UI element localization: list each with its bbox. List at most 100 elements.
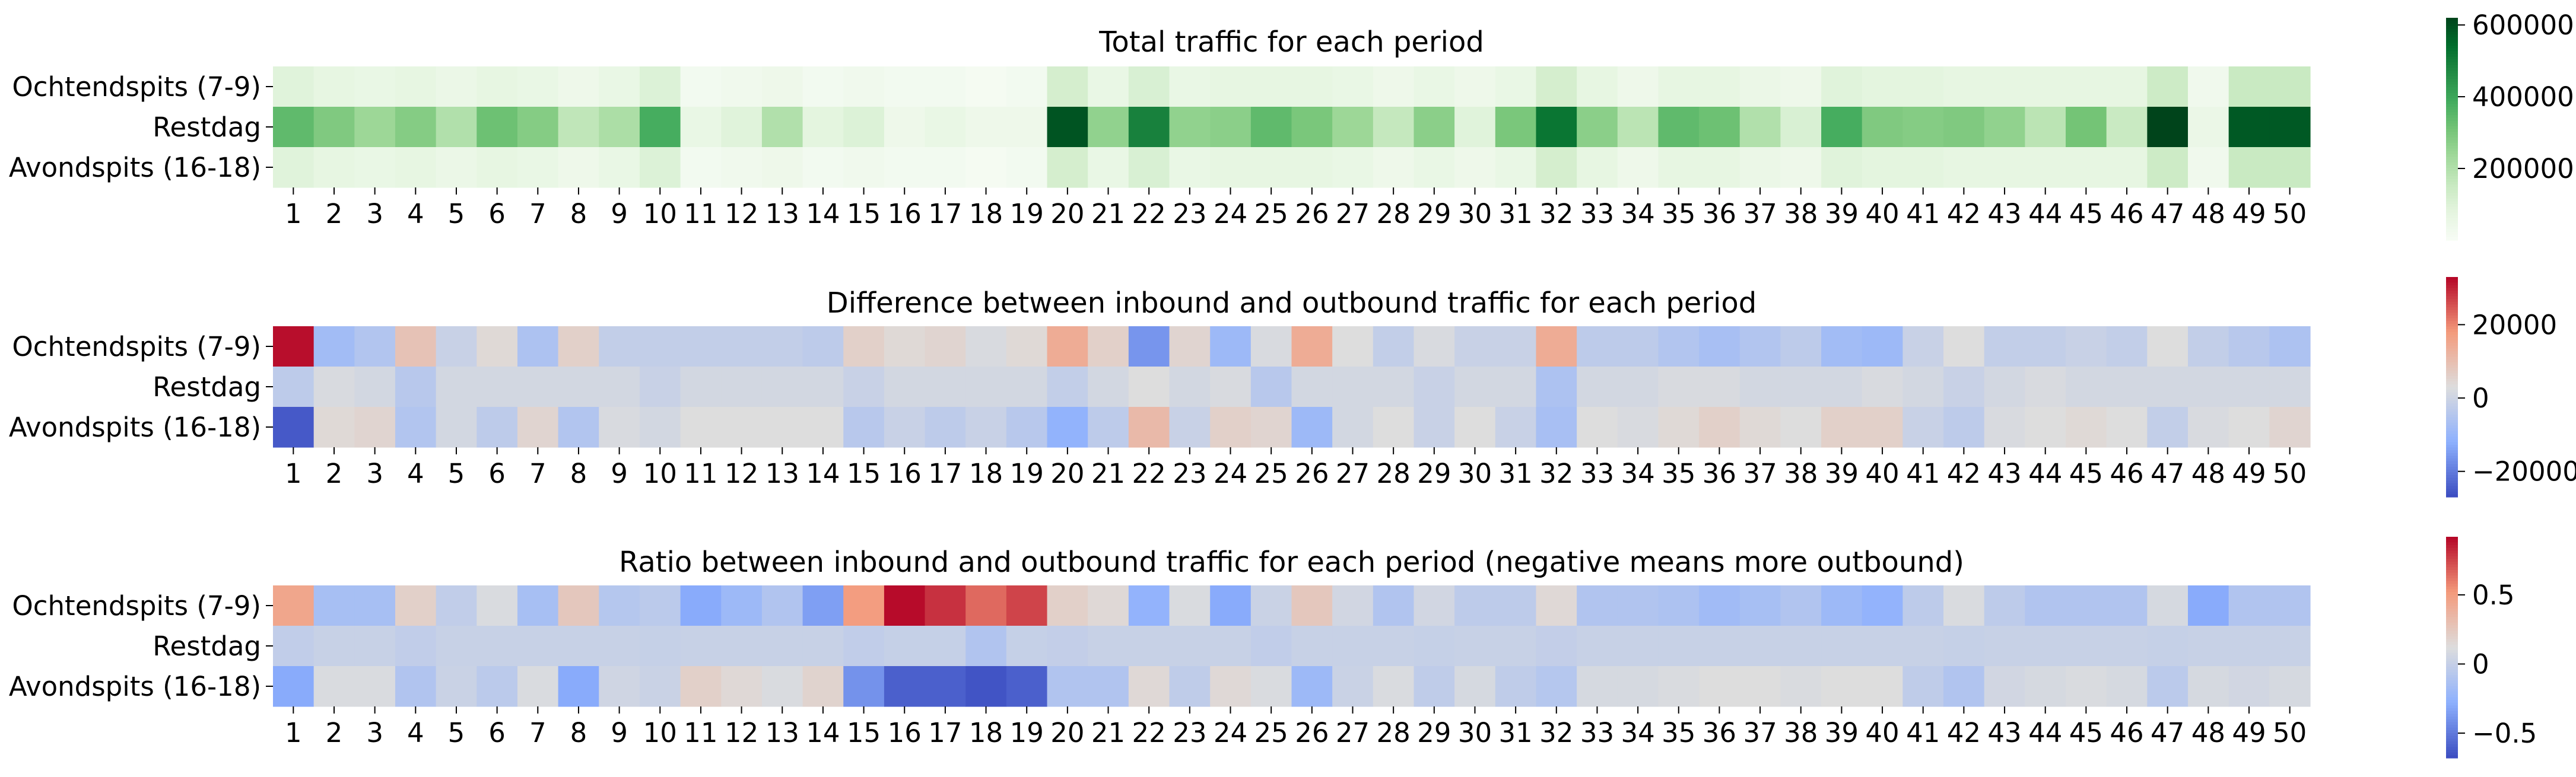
colorbar-segment xyxy=(2446,332,2458,335)
colorbar-segment xyxy=(2446,614,2458,617)
heatmap-cell xyxy=(1902,107,1944,148)
heatmap-cell xyxy=(1699,147,1740,188)
heatmap-cell xyxy=(1088,666,1129,707)
column-label: 16 xyxy=(888,717,922,749)
heatmap-cell xyxy=(1739,107,1781,148)
heatmap-cell xyxy=(1943,367,1985,407)
heatmap-cell xyxy=(558,585,599,626)
colorbar-segment xyxy=(2446,329,2458,333)
colorbar-tick-label: 0 xyxy=(2472,648,2489,680)
colorbar-segment xyxy=(2446,686,2458,690)
heatmap-cell xyxy=(2269,585,2311,626)
heatmap-cell xyxy=(965,367,1007,407)
colorbar-segment xyxy=(2446,304,2458,308)
colorbar-segment xyxy=(2446,461,2458,464)
heatmap-cell xyxy=(2228,407,2270,448)
heatmap-cell xyxy=(558,666,599,707)
column-label: 15 xyxy=(847,717,881,749)
colorbar-segment xyxy=(2446,93,2458,96)
heatmap-cell xyxy=(1169,147,1211,188)
heatmap-cell xyxy=(2147,367,2189,407)
heatmap-cell xyxy=(721,666,763,707)
column-label: 19 xyxy=(1010,198,1044,230)
colorbar-segment xyxy=(2446,387,2458,390)
heatmap-cell xyxy=(1617,367,1659,407)
colorbar-segment xyxy=(2446,672,2458,676)
heatmap-cell xyxy=(843,107,885,148)
column-label: 38 xyxy=(1784,717,1818,749)
heatmap-cell xyxy=(1128,326,1170,367)
colorbar-segment xyxy=(2446,296,2458,300)
heatmap-cell xyxy=(884,66,926,107)
heatmap-cell xyxy=(2066,666,2107,707)
heatmap-cell xyxy=(1047,107,1088,148)
colorbar-segment xyxy=(2446,722,2458,725)
column-label: 21 xyxy=(1091,717,1125,749)
heatmap-cell xyxy=(1169,407,1211,448)
heatmap-cell xyxy=(1536,147,1577,188)
column-label: 3 xyxy=(366,717,383,749)
heatmap-cell xyxy=(721,326,763,367)
colorbar-segment xyxy=(2446,229,2458,233)
heatmap-cell xyxy=(1495,626,1537,667)
heatmap-cell xyxy=(1780,326,1822,367)
heatmap-cell xyxy=(639,147,681,188)
heatmap-cell xyxy=(1414,666,1455,707)
colorbar-segment xyxy=(2446,738,2458,742)
colorbar-segment xyxy=(2446,491,2458,495)
colorbar-segment xyxy=(2446,409,2458,412)
colorbar-segment xyxy=(2446,73,2458,77)
column-label: 4 xyxy=(407,458,424,489)
column-label: 33 xyxy=(1580,717,1614,749)
column-label: 33 xyxy=(1580,198,1614,230)
heatmap-cell xyxy=(2066,66,2107,107)
column-label: 2 xyxy=(326,458,343,489)
heatmap-cell xyxy=(843,626,885,667)
colorbar-segment xyxy=(2446,285,2458,289)
colorbar-segment xyxy=(2446,76,2458,79)
heatmap-cell xyxy=(1821,66,1863,107)
colorbar-segment xyxy=(2446,603,2458,607)
column-label: 45 xyxy=(2069,717,2103,749)
heatmap-cell xyxy=(639,367,681,407)
heatmap-cell xyxy=(721,367,763,407)
colorbar-segment xyxy=(2446,288,2458,291)
heatmap-cell xyxy=(1088,147,1129,188)
colorbar-segment xyxy=(2446,417,2458,421)
column-label: 8 xyxy=(570,717,587,749)
heatmap-cell xyxy=(1821,407,1863,448)
heatmap-cell xyxy=(884,367,926,407)
colorbar-segment xyxy=(2446,658,2458,662)
colorbar-segment xyxy=(2446,639,2458,642)
colorbar-segment xyxy=(2446,129,2458,132)
heatmap-cell xyxy=(1577,107,1618,148)
heatmap-cell xyxy=(884,666,926,707)
heatmap-cell xyxy=(1862,626,1903,667)
heatmap-cell xyxy=(721,585,763,626)
colorbar-segment xyxy=(2446,442,2458,445)
column-label: 44 xyxy=(2028,198,2062,230)
column-label: 48 xyxy=(2191,198,2225,230)
colorbar-segment xyxy=(2446,109,2458,113)
colorbar-segment xyxy=(2446,680,2458,684)
colorbar-segment xyxy=(2446,475,2458,479)
heatmap-cell xyxy=(1862,585,1903,626)
column-label: 27 xyxy=(1336,717,1370,749)
heatmap-cell xyxy=(517,407,559,448)
colorbar-segment xyxy=(2446,231,2458,235)
heatmap-cell xyxy=(2066,585,2107,626)
heatmap-cell xyxy=(1984,666,2025,707)
colorbar-segment xyxy=(2446,556,2458,559)
heatmap-cell xyxy=(313,107,355,148)
heatmap-cell xyxy=(1617,626,1659,667)
colorbar-segment xyxy=(2446,223,2458,227)
heatmap-cell xyxy=(354,367,396,407)
colorbar-segment xyxy=(2446,436,2458,440)
heatmap-cell xyxy=(1495,326,1537,367)
column-label: 46 xyxy=(2110,717,2143,749)
colorbar-segment xyxy=(2446,412,2458,415)
column-label: 20 xyxy=(1050,717,1084,749)
heatmap-cell xyxy=(1047,626,1088,667)
colorbar-segment xyxy=(2446,20,2458,24)
heatmap-cell xyxy=(477,66,518,107)
